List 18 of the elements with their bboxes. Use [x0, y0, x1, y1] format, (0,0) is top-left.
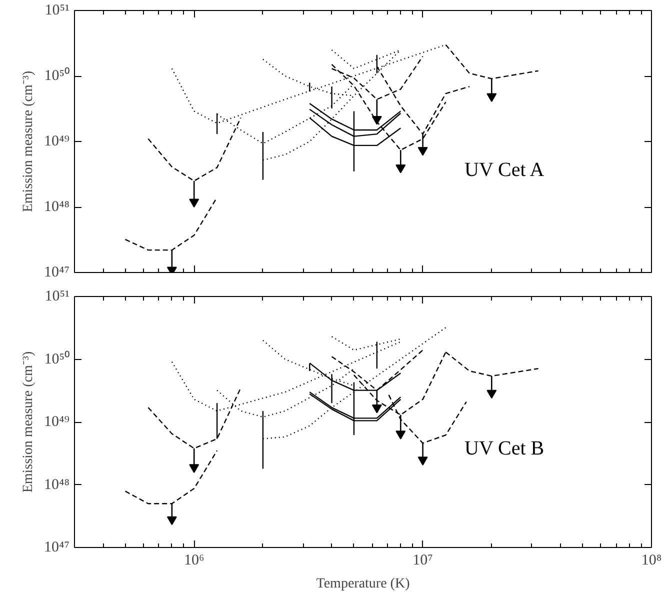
x-tick-label: 10⁶	[184, 552, 204, 568]
y-tick-label: 10⁴⁷	[44, 540, 70, 556]
x-tick-label: 10⁸	[641, 552, 662, 568]
y-axis-title: Emission measure (cm⁻³)	[21, 70, 36, 212]
y-tick-label: 10⁵⁰	[44, 67, 70, 84]
annotation: UV Cet A	[464, 158, 545, 181]
y-tick-label: 10⁵¹	[44, 2, 70, 18]
y-tick-label: 10⁴⁹	[44, 134, 70, 150]
y-tick-label: 10⁵¹	[44, 288, 70, 304]
y-tick-label: 10⁴⁸	[44, 199, 70, 215]
y-tick-label: 10⁴⁷	[44, 264, 70, 280]
annotation: UV Cet B	[464, 438, 544, 460]
y-tick-label: 10⁴⁹	[44, 414, 70, 430]
x-axis-title: Temperature (K)	[316, 576, 410, 592]
x-tick-label: 10⁷	[412, 552, 433, 568]
y-tick-label: 10⁴⁸	[44, 476, 70, 493]
y-axis-title: Emission measure (cm⁻³)	[21, 350, 36, 493]
y-tick-label: 10⁵⁰	[44, 350, 70, 368]
